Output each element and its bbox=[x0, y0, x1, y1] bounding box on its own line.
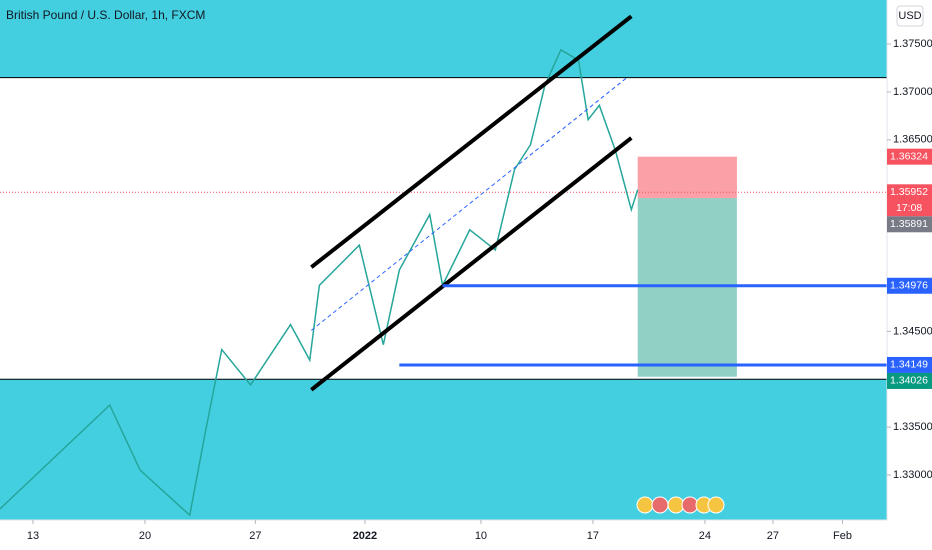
x-tick-label: 17 bbox=[587, 530, 599, 542]
stop-zone bbox=[637, 156, 737, 199]
price-label-bg bbox=[887, 184, 932, 217]
x-tick-label: 27 bbox=[249, 530, 261, 542]
y-tick-label: 1.36500 bbox=[893, 134, 932, 146]
y-tick-label: 1.34500 bbox=[893, 325, 932, 337]
price-label-bg bbox=[887, 372, 932, 389]
event-icons bbox=[636, 496, 725, 514]
trend-line bbox=[310, 136, 633, 392]
chart-title: British Pound / U.S. Dollar, 1h, FXCM bbox=[6, 8, 205, 22]
y-tick-label: 1.37000 bbox=[893, 86, 932, 98]
price-label: 1.34149 bbox=[890, 359, 928, 371]
x-tick-label: 27 bbox=[767, 530, 779, 542]
x-tick-label: 13 bbox=[27, 530, 39, 542]
target-zone bbox=[637, 198, 737, 377]
trend-line bbox=[310, 14, 633, 269]
y-tick-label: 1.37500 bbox=[893, 38, 932, 50]
x-tick-label: 2022 bbox=[353, 530, 377, 542]
zone bbox=[0, 0, 887, 78]
x-tick-label: 10 bbox=[475, 530, 487, 542]
price-label-bg bbox=[887, 356, 932, 373]
currency[interactable]: USD bbox=[898, 10, 921, 22]
countdown: 17:08 bbox=[896, 202, 922, 214]
x-tick-label: 24 bbox=[699, 530, 711, 542]
x-tick-label: Feb bbox=[833, 530, 852, 542]
price-label: 1.36324 bbox=[890, 150, 928, 162]
price-label-bg bbox=[887, 148, 932, 165]
price-label: 1.34976 bbox=[890, 280, 928, 292]
zone bbox=[0, 379, 887, 520]
price-line bbox=[0, 48, 639, 517]
price-label: 1.34026 bbox=[890, 375, 928, 387]
x-tick-label: 20 bbox=[139, 530, 151, 542]
price-label: 1.35952 bbox=[890, 186, 928, 198]
currency-button[interactable] bbox=[896, 5, 924, 27]
price-label-bg bbox=[887, 216, 932, 233]
trend-line bbox=[311, 76, 629, 331]
y-tick-label: 1.33500 bbox=[893, 421, 932, 433]
price-label: 1.35891 bbox=[890, 218, 928, 230]
y-tick-label: 1.33000 bbox=[893, 469, 932, 481]
plot-area bbox=[0, 0, 887, 520]
price-label-bg bbox=[887, 277, 932, 294]
